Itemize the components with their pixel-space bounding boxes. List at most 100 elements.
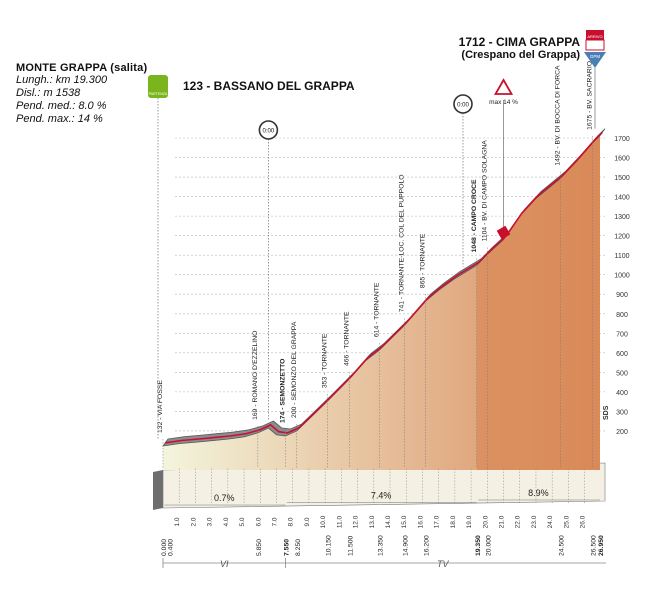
elevation-tick-label: 1200 <box>614 234 630 241</box>
elevation-tick-label: 800 <box>616 312 628 319</box>
km-tick-label: 8.0 <box>288 517 295 526</box>
start-label: 123 - BASSANO DEL GRAPPA <box>183 79 355 93</box>
climb-length: Lungh.: km 19.300 <box>16 74 108 86</box>
road-surface <box>162 128 606 447</box>
poi-distance-label: 8.250 <box>295 539 302 556</box>
km-tick-label: 16.0 <box>417 515 424 528</box>
bottom-axis: VI TV SDS <box>162 405 610 569</box>
elevation-tick-label: 1600 <box>614 156 630 163</box>
poi-label: 614 - TORNANTE <box>373 282 380 337</box>
finish-sublabel: (Crespano del Grappa) <box>461 49 580 61</box>
start-badge-label: PARTENZA <box>149 92 168 96</box>
poi-label: 741 - TORNANTE-LOC. COL DEL PUPPOLO <box>399 174 406 312</box>
poi-distance-label: 26.500 <box>591 535 598 556</box>
km-tick-label: 5.0 <box>239 517 246 526</box>
region-label: VI <box>220 559 229 569</box>
max-gradient-marker <box>496 225 511 240</box>
poi-distance-label: 19.350 <box>475 535 482 556</box>
poi-distance-label: 14.900 <box>403 535 410 556</box>
finish-label: 1712 - CIMA GRAPPA <box>459 35 581 49</box>
elevation-tick-label: 1000 <box>614 273 630 280</box>
km-tick-label: 22.0 <box>515 515 522 528</box>
poi-distance-label: 16.200 <box>424 535 431 556</box>
profile-fill: 0.7% 7.4% 8.9% <box>153 135 606 510</box>
poi-label: 865 - TORNANTE <box>420 233 427 288</box>
km-tick-label: 26.0 <box>580 515 587 528</box>
km-tick-label: 12.0 <box>353 515 360 528</box>
km-tick-label: 6.0 <box>255 517 262 526</box>
elevation-tick-label: 200 <box>616 429 628 436</box>
poi-label: 1048 - CAMPO CROCE <box>471 179 478 252</box>
km-tick-label: 14.0 <box>385 515 392 528</box>
route-line <box>165 131 603 444</box>
finish-badge-icon <box>586 30 604 40</box>
poi-distance-label: 13.350 <box>377 535 384 556</box>
km-tick-label: 17.0 <box>434 515 441 528</box>
poi-label: 1104 - BV. DI CAMPO SOLAGNA <box>481 140 488 242</box>
timer-text: 0:00 <box>263 129 275 135</box>
segment-gradient-label: 7.4% <box>371 491 392 501</box>
poi-distance-label: 24.500 <box>558 535 565 556</box>
km-tick-label: 19.0 <box>466 515 473 528</box>
km-tick-label: 3.0 <box>207 517 214 526</box>
poi-label: 132 - VIA FOSSE <box>157 380 164 433</box>
km-axis: 1.0 2.0 3.0 4.0 5.0 6.0 7.0 8.0 9.0 10.0 11.0 12.0 1… <box>174 468 587 529</box>
km-tick-label: 11.0 <box>336 516 343 529</box>
elevation-tick-label: 700 <box>616 331 628 338</box>
finish-camera-icon <box>585 39 605 51</box>
km-tick-label: 10.0 <box>320 515 327 528</box>
warning-triangle-icon <box>493 78 514 95</box>
poi-distance-label: 0.400 <box>167 539 174 556</box>
poi-label: 353 - TORNANTE <box>322 333 329 388</box>
elevation-tick-label: 1300 <box>614 214 630 221</box>
elevation-tick-label: 900 <box>616 292 628 299</box>
timer-text: 0:00 <box>457 103 469 109</box>
climb-title: MONTE GRAPPA (salita) <box>16 62 148 74</box>
climb-max-gradient: Pend. max.: 14 % <box>16 113 103 125</box>
credit-label: SDS <box>603 405 610 420</box>
gpm-badge-label: GPM <box>590 54 601 59</box>
climb-average-gradient: Pend. med.: 8.0 % <box>16 100 107 112</box>
km-tick-label: 4.0 <box>223 517 230 526</box>
elevation-gridlines: 200 300 400 500 600 700 800 900 1000 1100 1200 1300… <box>175 136 630 436</box>
km-tick-label: 1.0 <box>174 517 181 526</box>
start-badge-icon <box>148 75 168 98</box>
poi-distance-label: 0.000 <box>161 539 168 556</box>
elevation-tick-label: 400 <box>616 390 628 397</box>
km-tick-label: 24.0 <box>547 515 554 528</box>
region-label: TV <box>437 559 449 569</box>
km-tick-label: 7.0 <box>272 517 279 526</box>
poi-label: 200 - SEMONZO DEL GRAPPA <box>291 321 298 418</box>
gpm-badge-icon <box>584 52 606 68</box>
poi-distance-label: 7.550 <box>283 539 290 556</box>
km-tick-label: 20.0 <box>482 515 489 528</box>
final-segment-area <box>476 135 600 470</box>
km-tick-label: 15.0 <box>401 515 408 528</box>
poi-label: 174 - SEMONZETTO <box>279 359 286 423</box>
elevation-tick-label: 300 <box>616 409 628 416</box>
max-gradient-label: max 14 % <box>489 99 518 106</box>
segment-gradient-label: 0.7% <box>214 493 235 503</box>
segment-gradient-label: 8.9% <box>528 488 549 498</box>
poi-distance-label: 11.500 <box>347 535 354 556</box>
climb-elevation-gain: Disl.: m 1538 <box>16 87 81 99</box>
timer-icon <box>453 94 473 114</box>
poi-label: 466 - TORNANTE <box>343 311 350 366</box>
elevation-tick-label: 600 <box>616 351 628 358</box>
km-tick-label: 18.0 <box>450 515 457 528</box>
header-markers: 0:00 0:00 max 14 % PARTENZA 123 - BASSANO DE… <box>148 30 606 439</box>
poi-label: 1492 - BV. DI BOCCA DI FORCA <box>554 65 561 166</box>
elevation-tick-label: 1400 <box>614 195 630 202</box>
climb-info: MONTE GRAPPA (salita) Lungh.: km 19.300 … <box>16 62 147 126</box>
elevation-tick-label: 1100 <box>614 253 629 260</box>
points-of-interest: 132 - VIA FOSSE 0.000 0.400 169 - ROMANO D'… <box>157 61 605 556</box>
timer-icon <box>258 120 279 140</box>
poi-distance-label: 10.150 <box>326 535 333 556</box>
km-tick-label: 21.0 <box>499 515 506 528</box>
elevation-tick-label: 500 <box>616 370 628 377</box>
finish-badge-label: ARRIVO <box>587 34 602 39</box>
elevation-tick-label: 1700 <box>614 136 630 143</box>
km-tick-label: 2.0 <box>190 517 197 526</box>
poi-distance-label: 20.000 <box>485 535 492 556</box>
